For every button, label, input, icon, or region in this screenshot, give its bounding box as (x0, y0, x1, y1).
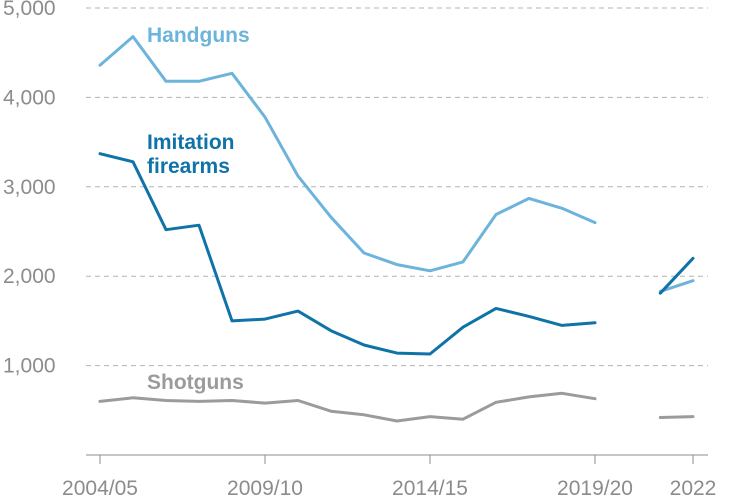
y-tick-label: 4,000 (3, 86, 56, 109)
x-tick-label: 2009/10 (227, 477, 303, 500)
series-line-handguns-segment-1 (98, 35, 597, 273)
series-line-handguns-segment-2 (658, 279, 695, 293)
series-line-imitation-firearms-segment-1 (98, 152, 597, 356)
series-line-shotguns-segment-2 (658, 415, 695, 419)
y-tick-label: 2,000 (3, 265, 56, 288)
series-lines (98, 35, 695, 423)
series-label-shotguns: Shotguns (147, 371, 244, 394)
x-tick-label: 2004/05 (62, 477, 138, 500)
x-tick-label: 2014/15 (392, 477, 468, 500)
y-tick-label: 1,000 (3, 355, 56, 378)
series-label-handguns: Handguns (147, 24, 250, 47)
x-axis-tick-labels: 2004/05 2009/10 2014/15 2019/20 2022 (62, 477, 716, 500)
gridlines (86, 7, 708, 367)
y-tick-label: 5,000 (3, 0, 56, 20)
series-label-imitation-firearms-line1: Imitation (147, 131, 235, 154)
y-axis-tick-labels: 1,000 2,000 3,000 4,000 5,000 (3, 0, 56, 378)
series-label-imitation-firearms-line2: firearms (147, 155, 230, 178)
series-line-imitation-firearms-segment-2 (658, 256, 695, 295)
y-tick-label: 3,000 (3, 176, 56, 199)
x-tick-label: 2019/20 (557, 477, 633, 500)
series-line-shotguns-segment-1 (98, 391, 597, 423)
x-axis (86, 454, 708, 464)
x-tick-label: 2022 (670, 477, 717, 500)
